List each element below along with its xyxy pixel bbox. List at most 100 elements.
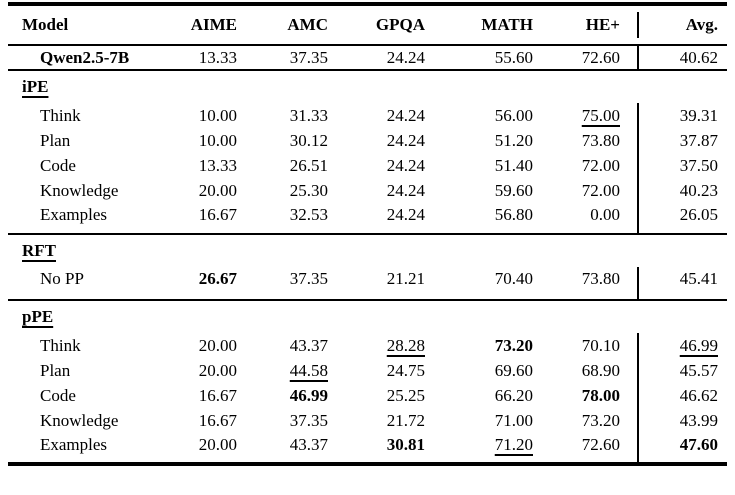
metric-value-text: 73.80 (581, 269, 620, 288)
metric-value-text: 24.24 (386, 130, 425, 150)
metric-value: 30.12 (237, 128, 328, 153)
metric-value: 20.00 (158, 433, 237, 464)
table-row: Think 20.00 43.37 28.28 73.20 70.10 46.99 (8, 333, 727, 358)
metric-value-text: 72.60 (581, 47, 620, 67)
metric-value-text: 78.00 (581, 385, 620, 405)
metric-value: 16.67 (158, 408, 237, 433)
metric-value-text: 37.87 (679, 130, 718, 150)
metric-value: 70.10 (533, 333, 637, 358)
metric-value: 45.57 (637, 358, 727, 383)
metric-value: 45.41 (637, 267, 727, 300)
metric-value: 26.05 (637, 203, 727, 234)
table-row: Code 13.33 26.51 24.24 51.40 72.00 37.50 (8, 153, 727, 178)
metric-value-text: 16.67 (198, 205, 237, 224)
metric-value-text: 13.33 (198, 47, 237, 67)
metric-value-text: 25.25 (386, 385, 425, 405)
section-header-cell: iPE (8, 70, 727, 103)
table-row: Code 16.67 46.99 25.25 66.20 78.00 46.62 (8, 383, 727, 408)
metric-value: 71.20 (425, 433, 533, 464)
row-label: Plan (40, 130, 71, 150)
section-iPE: iPE Think 10.00 31.33 24.24 56.00 75.00 39.31 Pl… (8, 70, 727, 234)
table-row: Plan 10.00 30.12 24.24 51.20 73.80 37.87 (8, 128, 727, 153)
metric-value: 24.75 (328, 358, 425, 383)
metric-value-text: 70.40 (494, 269, 533, 288)
metric-value-text: 46.99 (289, 385, 328, 405)
section-baseline: Qwen2.5-7B 13.33 37.35 24.24 55.60 72.60 40.62 (8, 45, 727, 70)
metric-value-text: 24.24 (386, 180, 425, 200)
column-header-aime: AIME (158, 4, 237, 46)
metric-value-text: 10.00 (198, 130, 237, 150)
metric-value-text: 55.60 (494, 47, 533, 67)
metric-value-text: 44.58 (289, 360, 328, 380)
column-header-heplus: HE+ (533, 4, 637, 46)
section-header-label: pPE (22, 307, 54, 326)
metric-value-text: 73.20 (494, 335, 533, 355)
metric-value-text: 59.60 (494, 180, 533, 200)
section-header-row-RFT: RFT (8, 234, 727, 267)
table-row: Knowledge 16.67 37.35 21.72 71.00 73.20 43.99 (8, 408, 727, 433)
metric-value: 69.60 (425, 358, 533, 383)
metric-value: 26.51 (237, 153, 328, 178)
table-header-row: Model AIME AMC GPQA MATH HE+ Avg. (8, 4, 727, 46)
metric-value: 68.90 (533, 358, 637, 383)
metric-value: 20.00 (158, 333, 237, 358)
metric-value: 47.60 (637, 433, 727, 464)
metric-value: 56.80 (425, 203, 533, 234)
metric-value: 21.21 (328, 267, 425, 300)
metric-value: 37.35 (237, 45, 328, 70)
metric-value: 73.20 (425, 333, 533, 358)
metric-value-text: 39.31 (679, 105, 718, 125)
metric-value-text: 46.99 (679, 335, 718, 355)
metric-value: 59.60 (425, 178, 533, 203)
metric-value: 24.24 (328, 103, 425, 128)
metric-value: 40.62 (637, 45, 727, 70)
metric-value: 75.00 (533, 103, 637, 128)
metric-value-text: 24.75 (386, 360, 425, 380)
metric-value-text: 66.20 (494, 385, 533, 405)
metric-value: 43.37 (237, 433, 328, 464)
metric-value-text: 56.00 (494, 105, 533, 125)
section-header-label: iPE (22, 77, 49, 96)
metric-value-text: 43.37 (289, 335, 328, 355)
metric-value-text: 26.67 (198, 269, 237, 288)
metric-value-text: 72.00 (581, 155, 620, 175)
table-row: Think 10.00 31.33 24.24 56.00 75.00 39.31 (8, 103, 727, 128)
metric-value-text: 16.67 (198, 410, 237, 430)
metric-value-text: 30.12 (289, 130, 328, 150)
metric-value-text: 47.60 (679, 434, 718, 454)
metric-value-text: 37.35 (289, 47, 328, 67)
metric-value: 43.37 (237, 333, 328, 358)
metric-value-text: 31.33 (289, 105, 328, 125)
column-header-gpqa: GPQA (328, 4, 425, 46)
metric-value-text: 37.35 (289, 269, 328, 288)
row-label: Think (40, 335, 81, 355)
metric-value: 28.28 (328, 333, 425, 358)
metric-value-text: 26.05 (679, 205, 718, 224)
row-label: Knowledge (40, 180, 119, 200)
metric-value: 72.60 (533, 433, 637, 464)
metric-value: 31.33 (237, 103, 328, 128)
metric-value-text: 24.24 (386, 47, 425, 67)
metric-value-text: 40.62 (679, 47, 718, 67)
metric-value: 46.62 (637, 383, 727, 408)
metric-value: 24.24 (328, 128, 425, 153)
metric-value-text: 20.00 (198, 180, 237, 200)
metric-value: 24.24 (328, 45, 425, 70)
metric-value: 39.31 (637, 103, 727, 128)
metric-value-text: 10.00 (198, 105, 237, 125)
metric-value: 16.67 (158, 383, 237, 408)
metric-value-text: 70.10 (581, 335, 620, 355)
metric-value: 46.99 (637, 333, 727, 358)
row-label: Code (40, 385, 76, 405)
metric-value: 71.00 (425, 408, 533, 433)
metric-value-text: 71.00 (494, 410, 533, 430)
metric-value: 55.60 (425, 45, 533, 70)
metric-value-text: 25.30 (289, 180, 328, 200)
metric-value: 43.99 (637, 408, 727, 433)
metric-value-text: 0.00 (590, 205, 620, 224)
metric-value-text: 45.41 (679, 269, 718, 288)
metric-value: 10.00 (158, 128, 237, 153)
section-header-cell: pPE (8, 300, 727, 333)
metric-value: 46.99 (237, 383, 328, 408)
metric-value: 37.35 (237, 408, 328, 433)
